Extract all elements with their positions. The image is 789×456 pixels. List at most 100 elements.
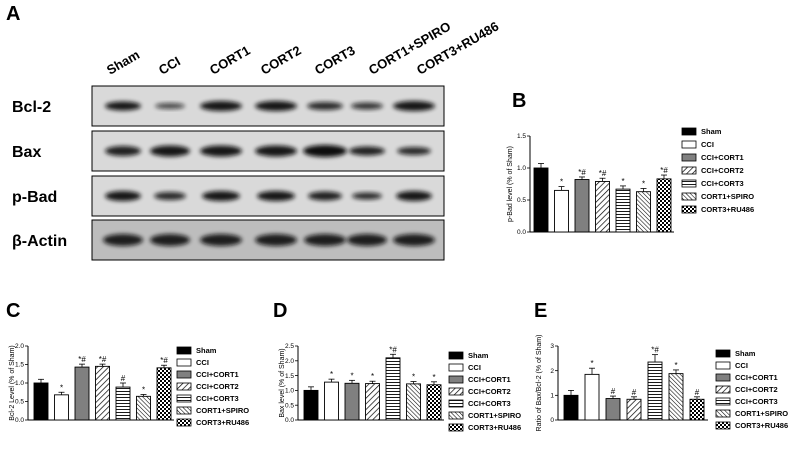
bar <box>303 389 319 421</box>
legend-label: CORT3+RU486 <box>196 418 249 427</box>
legend-label: CCI+CORT2 <box>701 166 744 175</box>
blot-band <box>303 145 347 157</box>
lane-label: CORT3 <box>312 43 358 78</box>
bar <box>584 373 600 421</box>
blot-band <box>255 234 297 246</box>
significance-label: * <box>350 371 353 380</box>
panel-letter: E <box>534 300 547 322</box>
significance-label: *# <box>389 345 397 354</box>
bar <box>115 386 131 421</box>
legend-label: CORT1+SPIRO <box>468 411 521 420</box>
bar <box>636 191 651 233</box>
bar <box>647 361 663 421</box>
bar <box>33 382 49 421</box>
y-tick-label: 2.0 <box>15 343 24 350</box>
panel-letter: D <box>273 300 287 322</box>
legend-label: CCI <box>735 361 748 370</box>
bar <box>668 373 684 421</box>
significance-label: * <box>371 372 374 381</box>
bar <box>626 398 642 421</box>
bar <box>365 383 380 421</box>
legend-label: CCI+CORT1 <box>701 153 744 162</box>
blot-label: p-Bad <box>12 189 57 206</box>
legend-swatch <box>681 205 697 214</box>
lane-labels: Sham CCI CORT1 CORT2 CORT3 CORT1+SPIROCORT3+R… <box>104 19 501 78</box>
bar <box>605 398 621 421</box>
legend-swatch <box>715 349 731 358</box>
legend-swatch <box>681 192 697 201</box>
blot-band <box>393 101 435 111</box>
bar <box>54 394 69 421</box>
bar <box>533 167 549 233</box>
blot-band <box>155 103 185 109</box>
legend-swatch <box>681 140 697 149</box>
significance-label: *# <box>99 355 107 364</box>
significance-label: *# <box>78 355 86 364</box>
legend-swatch <box>448 375 464 384</box>
y-tick-label: 2.0 <box>285 358 294 365</box>
blot-label: β-Actin <box>12 233 67 250</box>
legend-swatch <box>681 166 697 175</box>
blot-band <box>200 234 242 246</box>
blot-band <box>351 102 383 110</box>
legend-label: CCI+CORT3 <box>196 394 239 403</box>
legend-swatch <box>448 387 464 396</box>
y-tick-label: 1.0 <box>15 380 24 387</box>
blot-band <box>150 234 190 246</box>
legend-label: CCI+CORT2 <box>196 382 239 391</box>
legend-label: Sham <box>701 127 722 136</box>
blot-band <box>255 101 297 111</box>
significance-label: * <box>60 383 63 392</box>
bar <box>574 179 590 233</box>
significance-label: * <box>432 373 435 382</box>
significance-label: * <box>621 177 624 186</box>
y-tick-label: 0.0 <box>517 229 526 236</box>
bar <box>563 394 579 421</box>
significance-label: *# <box>660 166 668 175</box>
legend-swatch <box>715 409 731 418</box>
bar <box>324 381 339 421</box>
blot-band <box>307 102 343 110</box>
legend-swatch <box>715 361 731 370</box>
blot-band <box>257 191 295 201</box>
y-tick-label: 0.0 <box>15 417 24 424</box>
legend-swatch <box>681 179 697 188</box>
legend-swatch <box>715 397 731 406</box>
legend-label: Sham <box>735 349 756 358</box>
blot-band <box>200 101 242 111</box>
significance-label: # <box>611 387 616 396</box>
legend-label: Sham <box>468 351 489 360</box>
legend-swatch <box>176 394 192 403</box>
bar <box>74 366 90 421</box>
blot-row-labels: Bcl-2 Bax p-Bad β-Actin <box>12 99 67 250</box>
legend-swatch <box>176 370 192 379</box>
blot-band <box>105 146 141 156</box>
blot-band <box>150 145 190 157</box>
bar <box>136 395 151 421</box>
western-blots <box>91 85 445 261</box>
y-tick-label: 1.5 <box>15 362 24 369</box>
bar <box>426 384 442 421</box>
blot-band <box>347 234 387 246</box>
legend-label: CCI+CORT1 <box>735 373 778 382</box>
y-tick-label: 0.5 <box>517 197 526 204</box>
legend-swatch <box>176 406 192 415</box>
legend-swatch <box>448 363 464 372</box>
blot-band <box>154 192 186 200</box>
panel-letter: C <box>6 300 20 322</box>
legend-label: CCI+CORT2 <box>468 387 511 396</box>
legend-swatch <box>448 351 464 360</box>
blot-band <box>105 191 141 201</box>
legend-swatch <box>448 423 464 432</box>
legend-label: CORT1+SPIRO <box>701 192 754 201</box>
blot-band <box>103 234 143 246</box>
significance-label: *# <box>651 346 659 355</box>
panel-a-letter: A <box>6 3 20 25</box>
significance-label: * <box>330 370 333 379</box>
bar <box>595 180 610 233</box>
lane-label: CORT1+SPIRO <box>366 19 453 78</box>
blot-band <box>200 145 242 157</box>
significance-label: # <box>121 374 126 383</box>
